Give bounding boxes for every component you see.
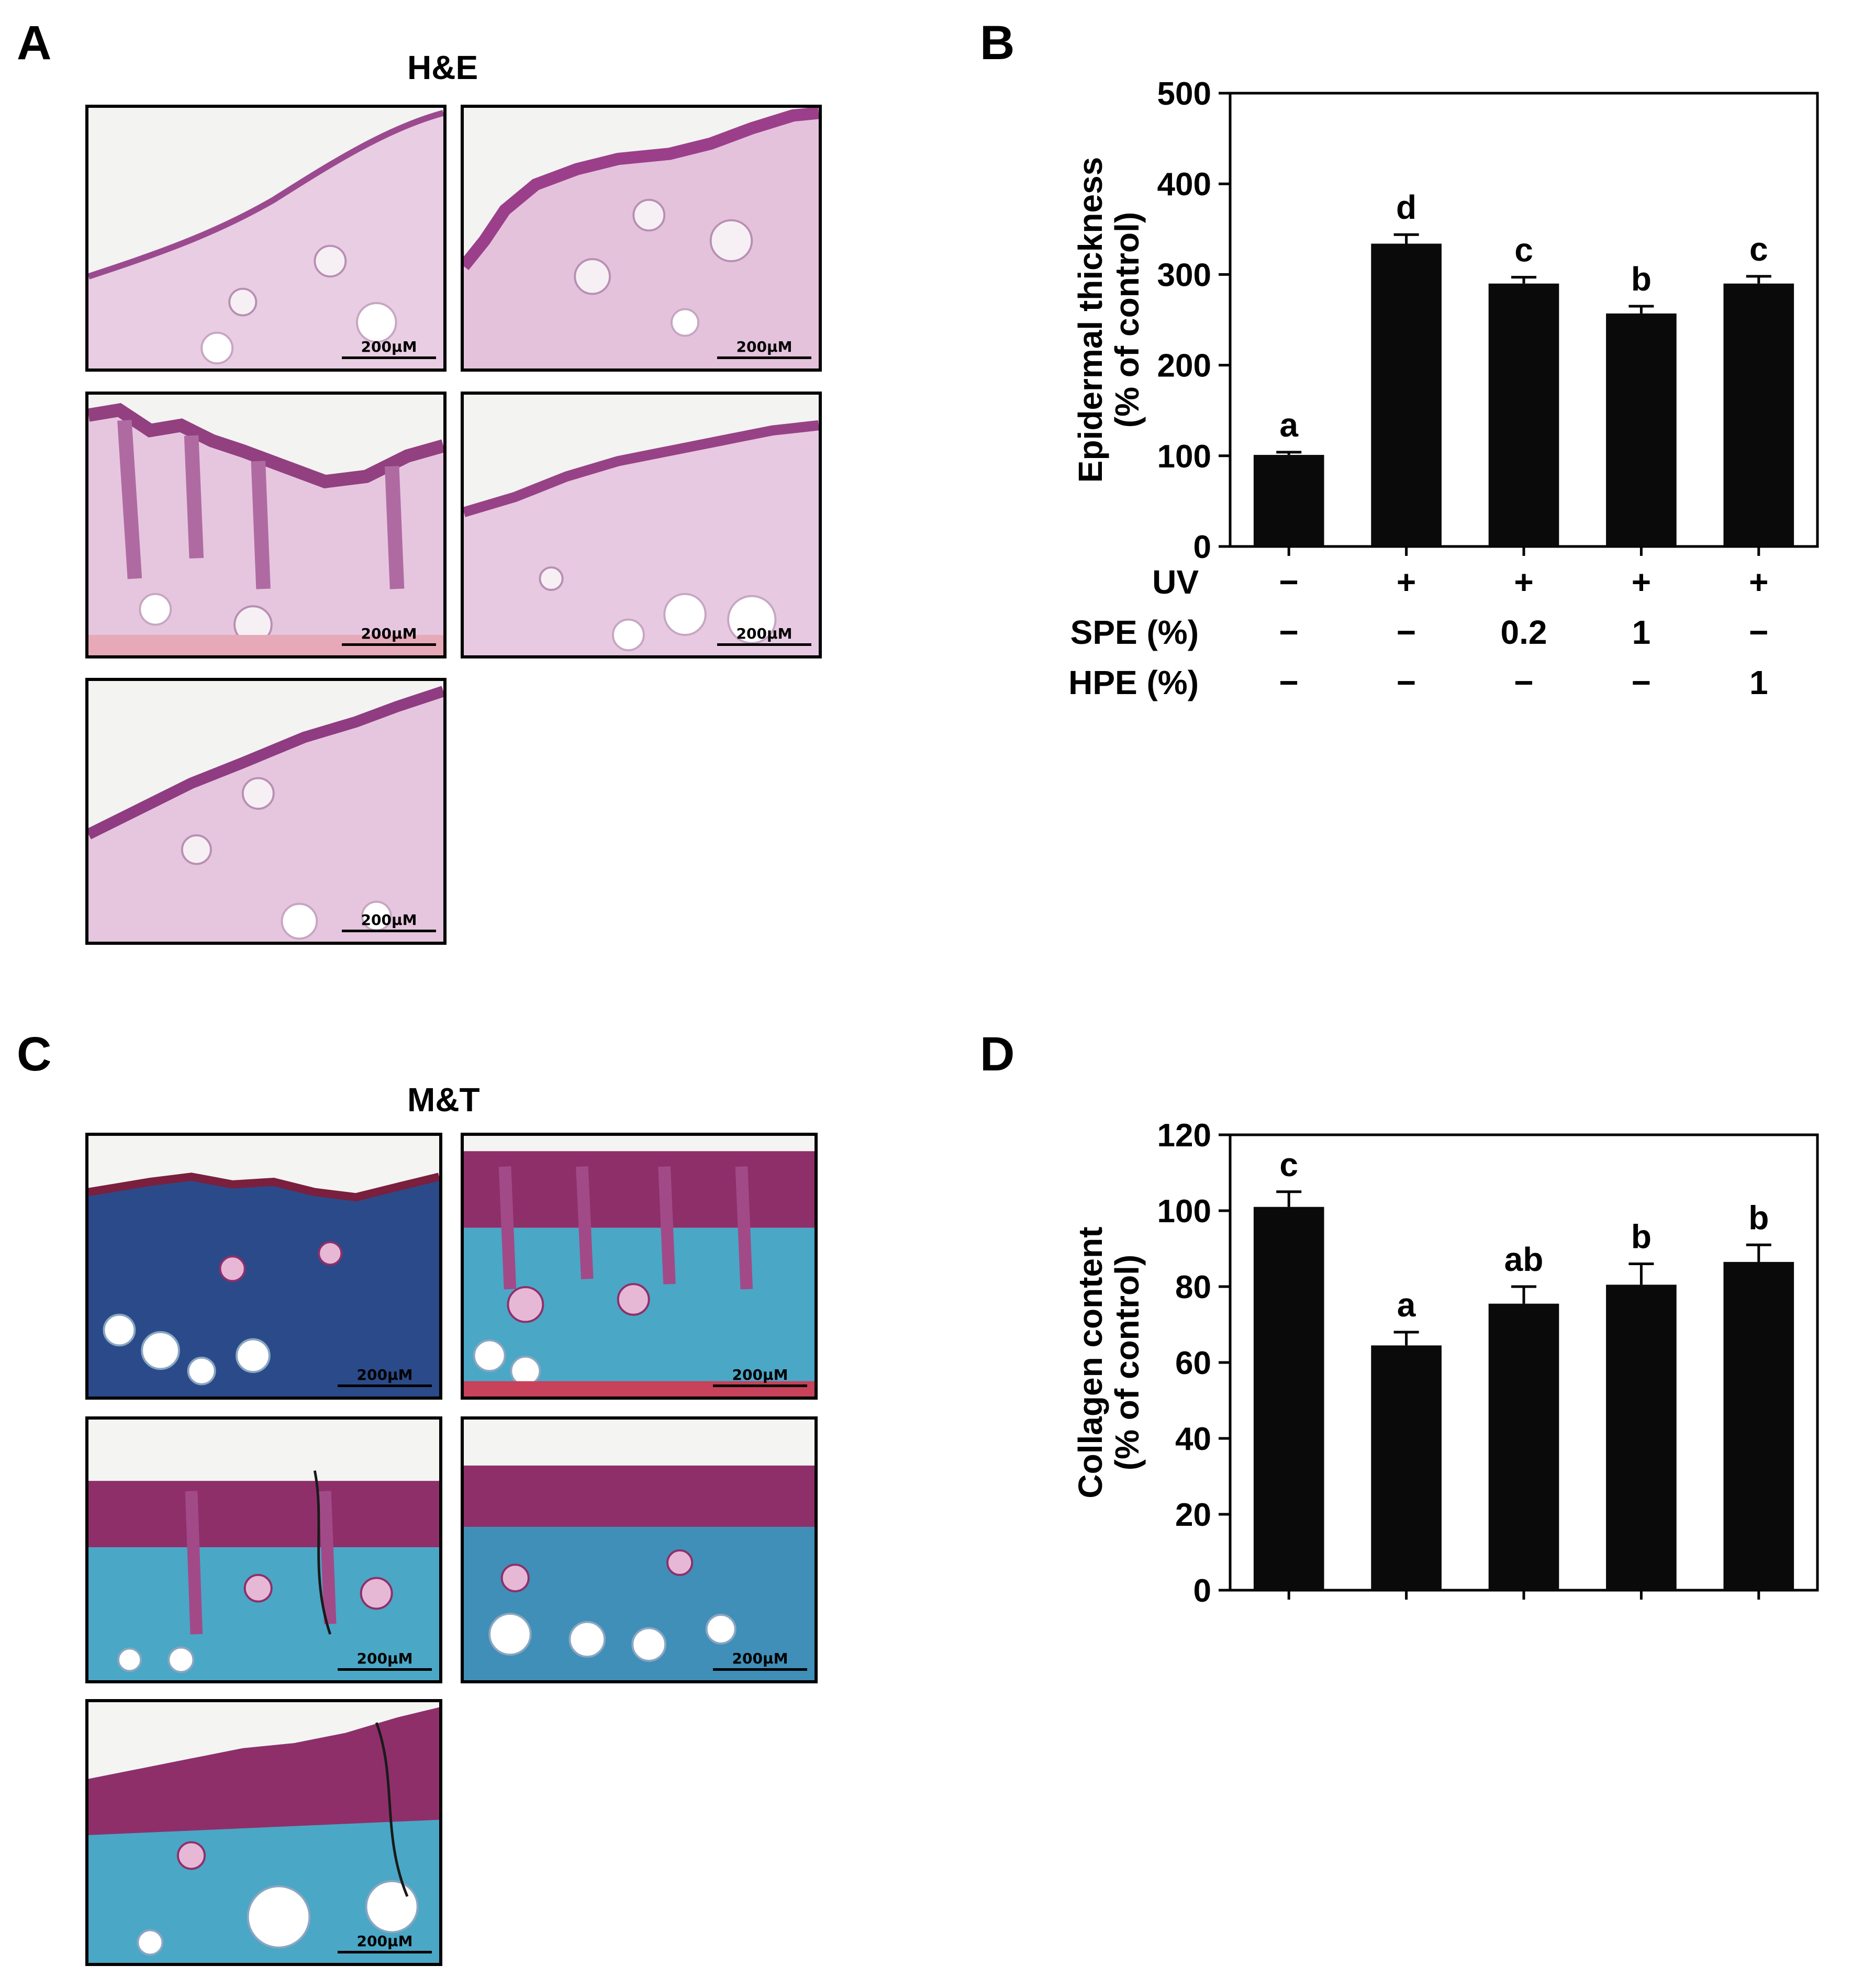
chart-b-treatment-value: − (1279, 613, 1299, 651)
chart-d-y-axis-label: (% of control) (1108, 1255, 1146, 1470)
panel-letter-c: C (17, 1027, 52, 1081)
chart-b-treatment-value: − (1514, 664, 1533, 701)
chart-d-bar (1488, 1303, 1559, 1590)
chart-b-significance-letter: a (1279, 406, 1298, 444)
he-micrograph-4: 200μM (461, 392, 822, 658)
he-title: H&E (407, 49, 478, 86)
chart-b-bar (1606, 313, 1677, 546)
chart-d-y-tick-label: 0 (1193, 1573, 1211, 1609)
chart-b-bar (1371, 243, 1442, 547)
chart-b-treatment-label: SPE (%) (1070, 613, 1199, 651)
chart-b-treatment-value: − (1749, 613, 1768, 651)
chart-d-significance-letter: b (1748, 1199, 1769, 1236)
scale-bar: 200μM (342, 625, 436, 646)
scale-bar: 200μM (338, 1366, 432, 1387)
chart-b-significance-letter: d (1396, 188, 1416, 226)
panel-letter-a: A (17, 16, 52, 70)
mt-title: M&T (407, 1081, 480, 1119)
chart-b-treatment-value: − (1279, 664, 1299, 701)
he-micrograph-2: 200μM (461, 105, 822, 372)
chart-b-y-axis-label: Epidermal thickness (1072, 157, 1109, 483)
scale-bar: 200μM (342, 911, 436, 932)
chart-b-y-tick-label: 200 (1157, 348, 1211, 384)
scale-bar: 200μM (717, 625, 811, 646)
chart-b-significance-letter: c (1749, 230, 1768, 268)
chart-d-bar (1371, 1345, 1442, 1590)
chart-d-y-axis-label: Collagen content (1072, 1226, 1109, 1498)
chart-d-significance-letter: b (1631, 1218, 1652, 1256)
chart-d-y-tick-label: 60 (1175, 1345, 1211, 1381)
chart-b-bar (1488, 283, 1559, 546)
chart-b-treatment-value: 1 (1749, 664, 1768, 701)
chart-d-y-tick-label: 40 (1175, 1421, 1211, 1457)
chart-b-treatment-value: 0.2 (1501, 613, 1547, 651)
chart-d-y-tick-label: 20 (1175, 1497, 1211, 1533)
he-micrograph-3: 200μM (85, 392, 447, 658)
scale-bar: 200μM (713, 1650, 807, 1671)
chart-b-treatment-value: 1 (1632, 613, 1651, 651)
chart-b-treatment-value: − (1397, 664, 1416, 701)
mt-micrograph-3: 200μM (85, 1416, 442, 1683)
panel-letter-b: B (980, 16, 1015, 70)
scale-bar: 200μM (338, 1650, 432, 1671)
chart-d-bar (1606, 1285, 1677, 1590)
chart-b-y-axis-label: (% of control) (1108, 212, 1146, 428)
scale-bar: 200μM (338, 1933, 432, 1953)
chart-d-bar (1253, 1207, 1324, 1590)
scale-bar: 200μM (713, 1366, 807, 1387)
chart-b-y-tick-label: 100 (1157, 439, 1211, 475)
mt-micrograph-5: 200μM (85, 1699, 442, 1966)
chart-d-significance-letter: a (1397, 1286, 1416, 1324)
chart-b-bar (1723, 283, 1794, 546)
chart-b-y-tick-label: 300 (1157, 257, 1211, 293)
mt-micrograph-1: 200μM (85, 1133, 442, 1400)
chart-b-treatment-label: HPE (%) (1068, 664, 1199, 701)
chart-d-significance-letter: c (1279, 1146, 1298, 1183)
chart-b-treatment-value: − (1632, 664, 1651, 701)
chart-d-y-tick-label: 80 (1175, 1269, 1211, 1305)
chart-d-y-tick-label: 100 (1157, 1193, 1211, 1230)
chart-b-treatment-value: − (1279, 563, 1299, 601)
panel-letter-d: D (980, 1027, 1015, 1081)
chart-b-treatment-value: + (1632, 563, 1651, 601)
chart-d-y-tick-label: 120 (1157, 1118, 1211, 1154)
scale-bar: 200μM (717, 338, 811, 359)
he-micrograph-1: 200μM (85, 105, 447, 372)
chart-b-y-tick-label: 0 (1193, 529, 1211, 565)
chart-b-treatment-value: + (1397, 563, 1416, 601)
chart-b-treatment-value: − (1397, 613, 1416, 651)
chart-b-treatment-label: UV (1152, 563, 1199, 601)
mt-micrograph-4: 200μM (461, 1416, 818, 1683)
chart-b-y-tick-label: 500 (1157, 76, 1211, 112)
chart-d-significance-letter: ab (1504, 1241, 1544, 1278)
chart-b-treatment-value: + (1514, 563, 1533, 601)
scale-bar: 200μM (342, 338, 436, 359)
chart-b-significance-letter: c (1514, 231, 1533, 269)
chart-b-significance-letter: b (1631, 260, 1652, 298)
chart-b-treatment-value: + (1749, 563, 1768, 601)
chart-b-y-tick-label: 400 (1157, 166, 1211, 203)
he-micrograph-5: 200μM (85, 678, 447, 945)
chart-d-bar (1723, 1261, 1794, 1590)
chart-b-bar (1253, 455, 1324, 546)
mt-micrograph-2: 200μM (461, 1133, 818, 1400)
